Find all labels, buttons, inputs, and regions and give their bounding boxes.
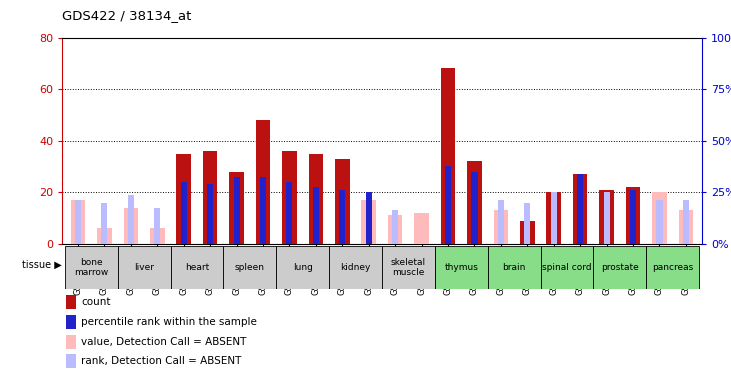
Bar [594,246,646,289]
Bar [128,195,134,244]
Bar [65,246,118,289]
Bar [66,354,76,369]
Text: brain: brain [502,262,526,272]
Text: value, Detection Call = ABSENT: value, Detection Call = ABSENT [81,337,247,347]
Bar [102,202,107,244]
Text: thymus: thymus [444,262,478,272]
Bar [124,208,138,244]
Bar [445,166,451,244]
Bar [66,315,76,329]
Bar [150,228,164,244]
Text: GDS422 / 38134_at: GDS422 / 38134_at [62,9,192,22]
Bar [488,246,540,289]
Bar [176,153,191,244]
Bar [577,174,583,244]
Bar [361,200,376,244]
Text: liver: liver [134,262,154,272]
Bar [493,210,508,244]
Bar [604,192,610,244]
Bar [203,151,217,244]
Bar [683,200,689,244]
Bar [224,246,276,289]
Bar [524,205,531,244]
Bar [498,200,504,244]
Bar [467,161,482,244]
Bar [656,200,662,244]
Bar [71,200,86,244]
Bar [599,190,614,244]
Text: spinal cord: spinal cord [542,262,592,272]
Bar [276,246,329,289]
Bar [230,172,244,244]
Bar [646,246,699,289]
Bar [97,228,112,244]
Bar [118,246,170,289]
Bar [435,246,488,289]
Bar [652,192,667,244]
Bar [604,195,610,244]
Bar [287,182,292,244]
Bar [233,177,240,244]
Bar [441,68,455,244]
Text: heart: heart [185,262,209,272]
Text: pancreas: pancreas [652,262,693,272]
Bar [678,210,693,244]
Bar [170,246,224,289]
Bar [630,190,636,244]
Bar [524,202,531,244]
Bar [388,215,403,244]
Bar [66,295,76,309]
Bar [66,334,76,349]
Bar [335,159,349,244]
Text: bone
marrow: bone marrow [74,258,108,276]
Text: skeletal
muscle: skeletal muscle [391,258,426,276]
Bar [256,120,270,244]
Text: spleen: spleen [235,262,265,272]
Bar [520,220,534,244]
Bar [207,184,213,244]
Bar [471,172,477,244]
Bar [308,153,323,244]
Text: percentile rank within the sample: percentile rank within the sample [81,317,257,327]
Bar [540,246,594,289]
Text: kidney: kidney [341,262,371,272]
Bar [282,151,297,244]
Bar [626,187,640,244]
Bar [366,192,372,244]
Bar [573,174,588,244]
Text: prostate: prostate [601,262,639,272]
Bar [392,210,398,244]
Text: rank, Detection Call = ABSENT: rank, Detection Call = ABSENT [81,356,242,366]
Bar [550,192,557,244]
Bar [260,177,266,244]
Bar [154,208,160,244]
Bar [498,202,504,244]
Text: lung: lung [292,262,313,272]
Bar [329,246,382,289]
Bar [339,190,345,244]
Bar [547,192,561,244]
Bar [75,200,81,244]
Text: tissue ▶: tissue ▶ [22,260,61,270]
Bar [313,187,319,244]
Bar [181,182,186,244]
Bar [414,213,429,244]
Text: count: count [81,297,111,307]
Bar [382,246,435,289]
